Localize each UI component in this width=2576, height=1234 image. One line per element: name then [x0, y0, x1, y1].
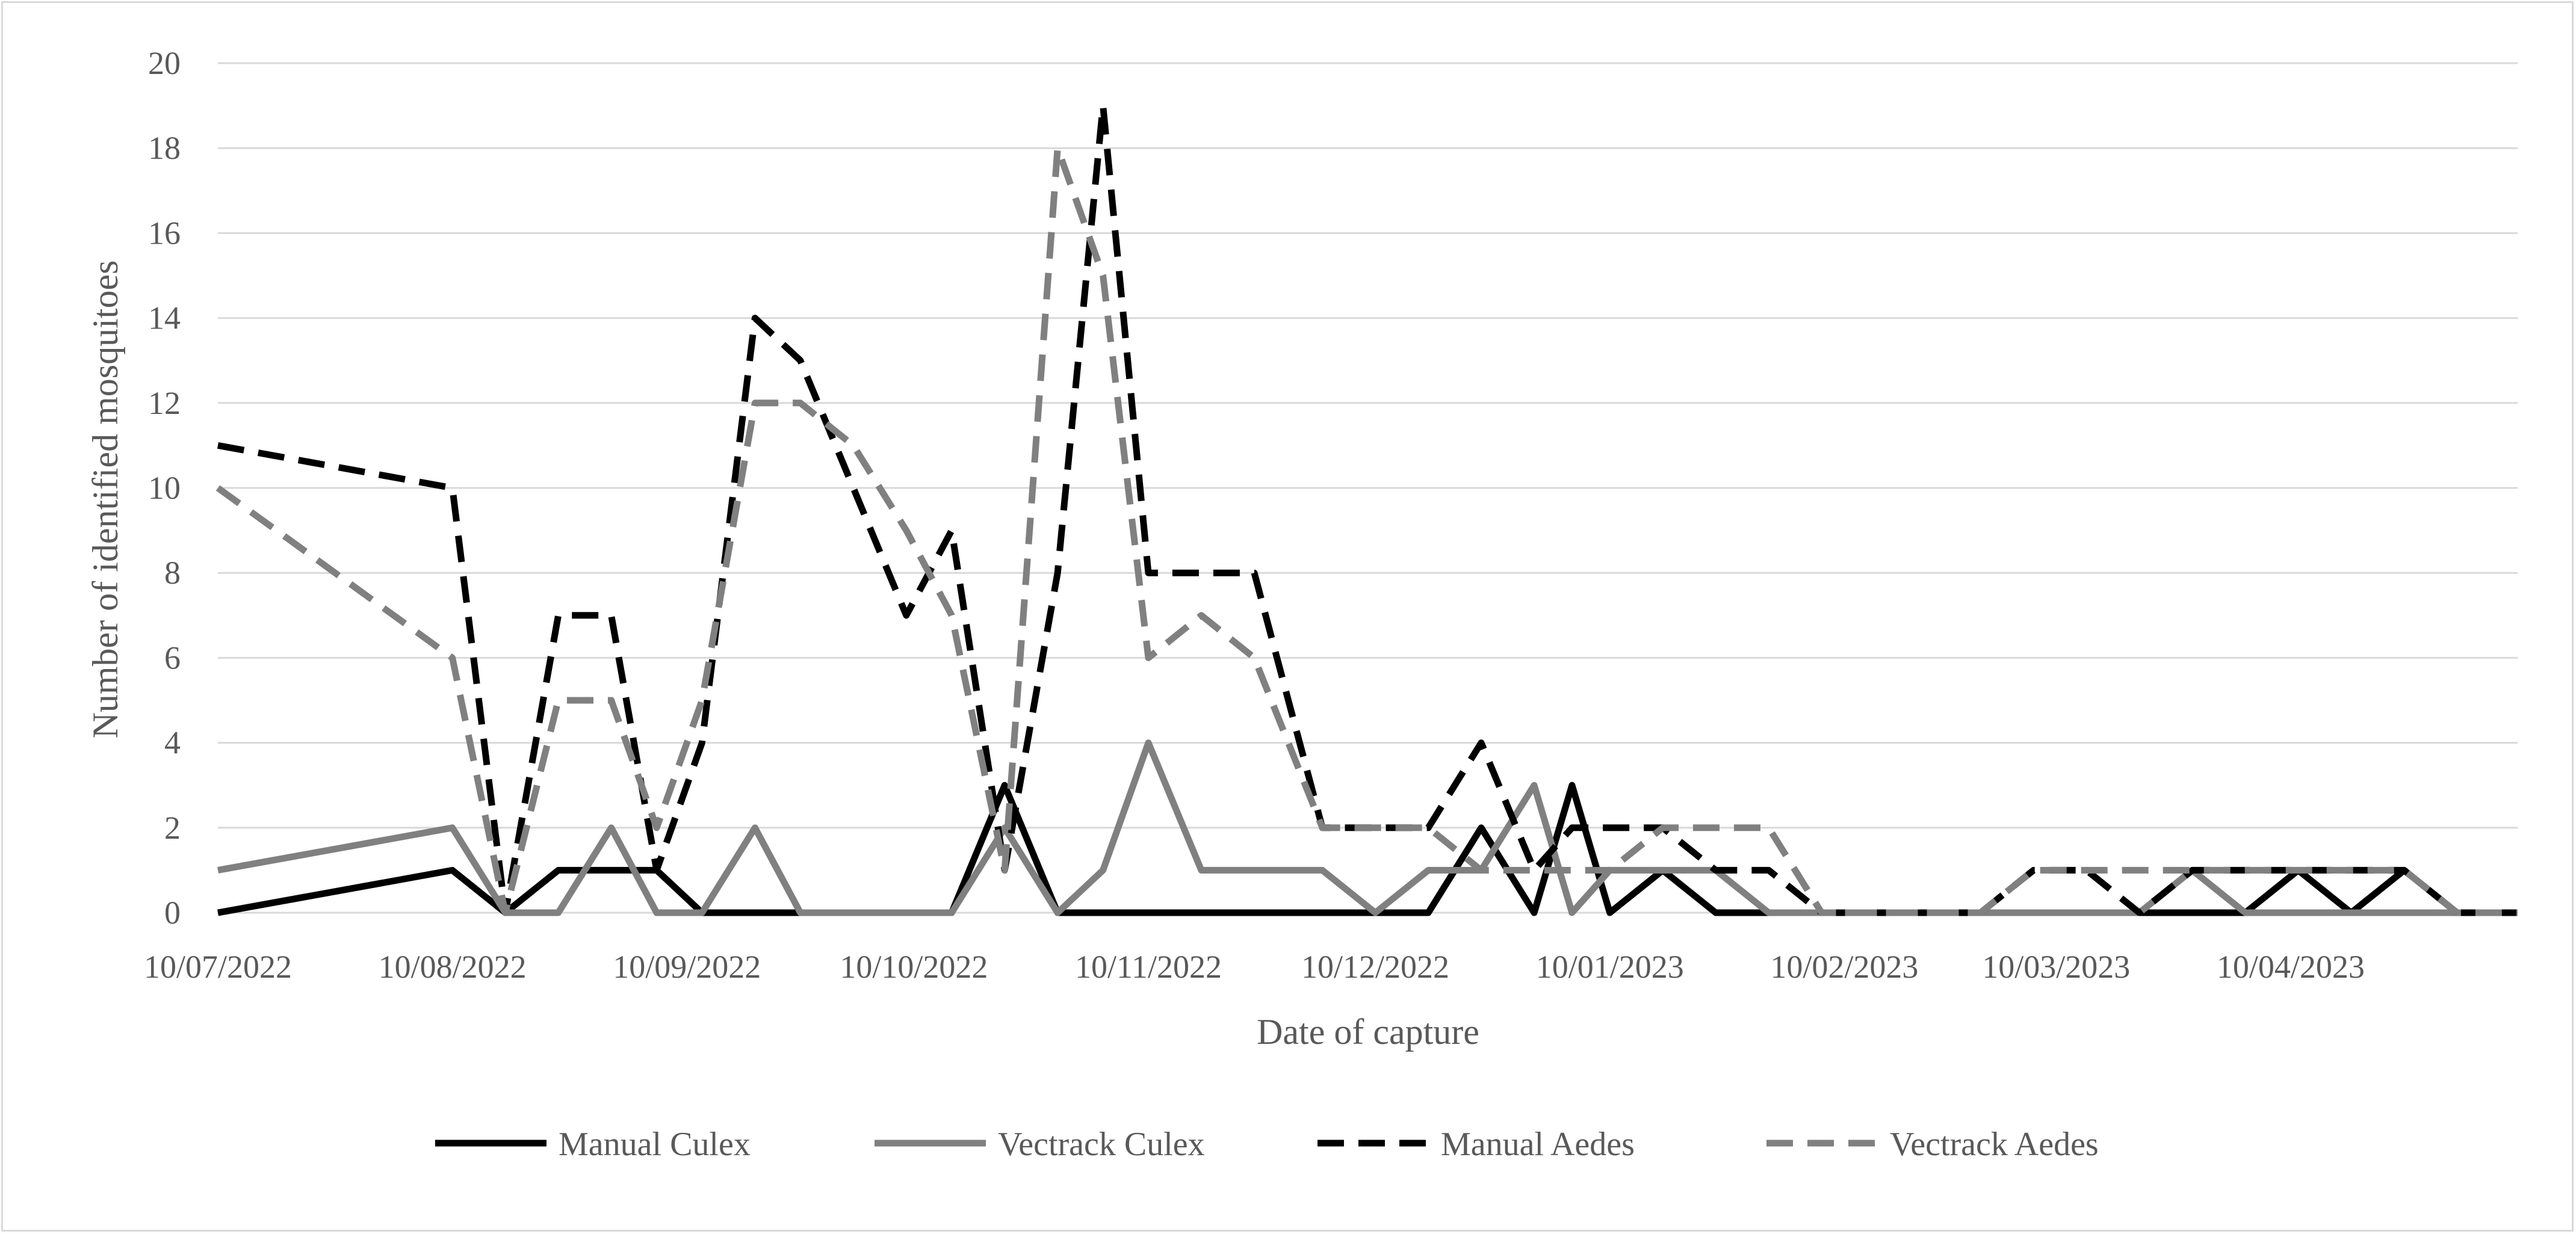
legend-manual-aedes: Manual Aedes — [1317, 1126, 1635, 1163]
y-tick-label: 10 — [148, 470, 181, 506]
x-tick-label: 10/01/2023 — [1536, 949, 1684, 985]
gridlines — [218, 62, 2518, 829]
y-tick-label: 4 — [164, 725, 181, 761]
y-tick-label: 14 — [148, 300, 181, 336]
y-tick-label: 2 — [164, 810, 181, 846]
y-tick-label: 0 — [164, 895, 181, 931]
x-axis-title: Date of capture — [1257, 1012, 1479, 1052]
legend-manual-culex: Manual Culex — [435, 1126, 751, 1163]
x-tick-label: 10/03/2023 — [1982, 949, 2130, 985]
x-tick-label: 10/08/2022 — [379, 949, 527, 985]
y-tick-label: 18 — [148, 130, 181, 166]
legend-label: Manual Aedes — [1441, 1126, 1635, 1163]
x-tick-label: 10/09/2022 — [613, 949, 761, 985]
legend-label: Vectrack Culex — [998, 1126, 1205, 1163]
vectrack-culex-line — [217, 739, 2518, 916]
x-tick-label: 10/12/2022 — [1301, 949, 1449, 985]
x-tick-label: 10/04/2023 — [2217, 949, 2365, 985]
y-tick-label: 16 — [148, 215, 181, 251]
manual-aedes-line — [217, 102, 2518, 916]
x-tick-label: 10/10/2022 — [840, 949, 988, 985]
y-axis-tick-labels: 0 2 4 6 8 10 12 14 16 18 20 — [148, 45, 181, 931]
x-tick-label: 10/11/2022 — [1075, 949, 1222, 985]
y-tick-label: 20 — [148, 45, 181, 81]
y-tick-label: 12 — [148, 385, 181, 421]
legend: Manual Culex Vectrack Culex Manual Aedes Ve… — [435, 1126, 2099, 1163]
vectrack-aedes-line — [215, 144, 2518, 916]
x-axis-tick-labels: 10/07/2022 10/08/2022 10/09/2022 10/10/2022… — [144, 949, 2365, 985]
x-tick-label: 10/02/2023 — [1770, 949, 1918, 985]
series-lines — [215, 102, 2518, 916]
x-tick-label: 10/07/2022 — [144, 949, 292, 985]
legend-vectrack-culex: Vectrack Culex — [875, 1126, 1205, 1163]
legend-label: Manual Culex — [559, 1126, 751, 1163]
legend-vectrack-aedes: Vectrack Aedes — [1766, 1126, 2099, 1163]
y-tick-label: 8 — [164, 555, 181, 591]
legend-label: Vectrack Aedes — [1890, 1126, 2099, 1163]
manual-culex-line — [217, 782, 2518, 916]
y-tick-label: 6 — [164, 640, 181, 676]
y-axis-title: Number of identified mosquitoes — [85, 261, 125, 739]
